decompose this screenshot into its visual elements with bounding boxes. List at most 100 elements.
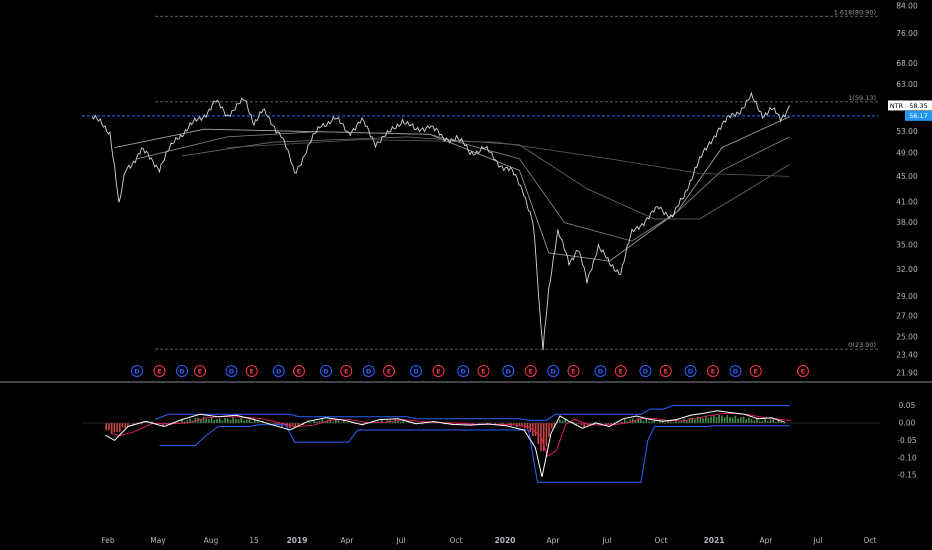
time-axis-label: 15 bbox=[249, 536, 259, 545]
histogram-bar bbox=[669, 421, 672, 423]
event-marker-circle[interactable] bbox=[340, 365, 353, 377]
earnings-marker[interactable]: E bbox=[194, 365, 206, 377]
oscillator-pane[interactable] bbox=[82, 405, 880, 483]
price-axis-tick: 68.00 bbox=[896, 59, 918, 68]
earnings-marker[interactable]: E bbox=[614, 365, 627, 377]
histogram-bar bbox=[113, 423, 116, 433]
histogram-bar bbox=[110, 423, 113, 434]
oscillator-axis[interactable]: 0.05 0.00 -0.05 -0.10 -0.15 bbox=[897, 401, 917, 480]
histogram-bar bbox=[594, 422, 596, 423]
event-marker-circle[interactable] bbox=[272, 365, 285, 377]
dividend-marker[interactable]: D bbox=[176, 365, 188, 377]
event-marker-circle[interactable] bbox=[432, 365, 445, 377]
event-marker-circle[interactable] bbox=[383, 365, 395, 377]
time-axis[interactable]: Feb May Aug 15 2019 Apr Jul Oct 2020 Apr Jul Oct 202… bbox=[101, 536, 876, 545]
event-marker-circle[interactable] bbox=[410, 365, 422, 377]
moving-average-line bbox=[136, 131, 790, 242]
earnings-marker[interactable]: E bbox=[707, 365, 719, 377]
histogram-bar bbox=[758, 421, 761, 423]
histogram-bar bbox=[545, 423, 548, 447]
dividend-marker[interactable]: D bbox=[225, 365, 238, 377]
time-axis-label: Jul bbox=[812, 536, 822, 545]
earnings-marker[interactable]: E bbox=[383, 365, 395, 377]
earnings-marker[interactable]: E bbox=[245, 365, 258, 377]
dividend-marker[interactable]: D bbox=[272, 365, 285, 377]
dividend-marker[interactable]: D bbox=[729, 365, 742, 377]
histogram-bar bbox=[561, 420, 564, 423]
histogram-bar bbox=[251, 421, 253, 423]
histogram-bar bbox=[648, 421, 650, 423]
event-marker-circle[interactable] bbox=[797, 365, 809, 377]
event-marker-circle[interactable] bbox=[502, 365, 515, 377]
event-marker-circle[interactable] bbox=[293, 365, 305, 377]
event-marker-circle[interactable] bbox=[707, 365, 719, 377]
dividend-marker[interactable]: D bbox=[594, 365, 607, 377]
event-marker-circle[interactable] bbox=[477, 365, 490, 377]
price-pane[interactable]: 1.618(80.90) 1(59.13) 0(23.90) bbox=[82, 8, 878, 350]
event-marker-circle[interactable] bbox=[524, 365, 537, 377]
event-marker-circle[interactable] bbox=[176, 365, 188, 377]
price-axis[interactable]: 84.0076.0068.0063.0058.0053.0049.0045.00… bbox=[888, 2, 932, 378]
earnings-marker[interactable]: E bbox=[432, 365, 445, 377]
event-marker-circle[interactable] bbox=[194, 365, 206, 377]
dividend-marker[interactable]: D bbox=[362, 365, 375, 377]
histogram-bar bbox=[675, 419, 677, 423]
histogram-bar bbox=[756, 418, 758, 423]
event-marker-circle[interactable] bbox=[320, 365, 332, 377]
histogram-bar bbox=[580, 423, 583, 425]
earnings-marker[interactable]: E bbox=[749, 365, 762, 377]
event-marker-circle[interactable] bbox=[362, 365, 375, 377]
event-marker-label: D bbox=[688, 367, 694, 375]
oscillator-axis-tick: -0.15 bbox=[897, 471, 917, 480]
earnings-marker[interactable]: E bbox=[153, 365, 166, 377]
histogram-bar bbox=[229, 419, 232, 423]
event-marker-circle[interactable] bbox=[225, 365, 238, 377]
event-marker-label: E bbox=[571, 367, 575, 375]
dividend-marker[interactable]: D bbox=[131, 365, 143, 377]
event-marker-circle[interactable] bbox=[659, 365, 672, 377]
price-axis-tick: 29.00 bbox=[896, 292, 918, 301]
event-marker-circle[interactable] bbox=[567, 365, 580, 377]
dividend-marker[interactable]: D bbox=[320, 365, 332, 377]
earnings-marker[interactable]: E bbox=[567, 365, 580, 377]
event-marker-circle[interactable] bbox=[245, 365, 258, 377]
event-marker-circle[interactable] bbox=[729, 365, 742, 377]
histogram-bar bbox=[753, 420, 756, 423]
dividend-marker[interactable]: D bbox=[502, 365, 515, 377]
event-marker-circle[interactable] bbox=[131, 365, 143, 377]
histogram-bar bbox=[224, 418, 226, 423]
event-marker-circle[interactable] bbox=[614, 365, 627, 377]
histogram-bar bbox=[686, 420, 688, 423]
event-marker-circle[interactable] bbox=[594, 365, 607, 377]
event-marker-label: D bbox=[276, 367, 282, 375]
earnings-marker[interactable]: E bbox=[477, 365, 490, 377]
histogram-bar bbox=[297, 423, 299, 426]
histogram-bar bbox=[583, 423, 585, 428]
event-marker-circle[interactable] bbox=[153, 365, 166, 377]
dividend-marker[interactable]: D bbox=[684, 365, 697, 377]
histogram-bar bbox=[542, 423, 545, 452]
event-marker-circle[interactable] bbox=[684, 365, 697, 377]
histogram-bar bbox=[227, 418, 229, 423]
histogram-bar bbox=[121, 423, 124, 428]
histogram-bar bbox=[459, 423, 461, 425]
event-marker-circle[interactable] bbox=[547, 365, 560, 377]
earnings-marker[interactable]: E bbox=[340, 365, 353, 377]
earnings-marker[interactable]: E bbox=[797, 365, 809, 377]
dividend-marker[interactable]: D bbox=[639, 365, 652, 377]
event-marker-circle[interactable] bbox=[749, 365, 762, 377]
earnings-marker[interactable]: E bbox=[659, 365, 672, 377]
event-marker-circle[interactable] bbox=[457, 365, 470, 377]
event-marker-circle[interactable] bbox=[639, 365, 652, 377]
price-axis-tick: 45.00 bbox=[896, 172, 918, 181]
histogram-bar bbox=[718, 414, 720, 423]
earnings-marker[interactable]: E bbox=[524, 365, 537, 377]
price-series-line[interactable] bbox=[91, 91, 790, 350]
histogram-bar bbox=[181, 419, 183, 423]
dividend-marker[interactable]: D bbox=[547, 365, 560, 377]
histogram-bar bbox=[335, 419, 337, 423]
dividend-marker[interactable]: D bbox=[457, 365, 470, 377]
dividend-marker[interactable]: D bbox=[410, 365, 422, 377]
earnings-marker[interactable]: E bbox=[293, 365, 305, 377]
